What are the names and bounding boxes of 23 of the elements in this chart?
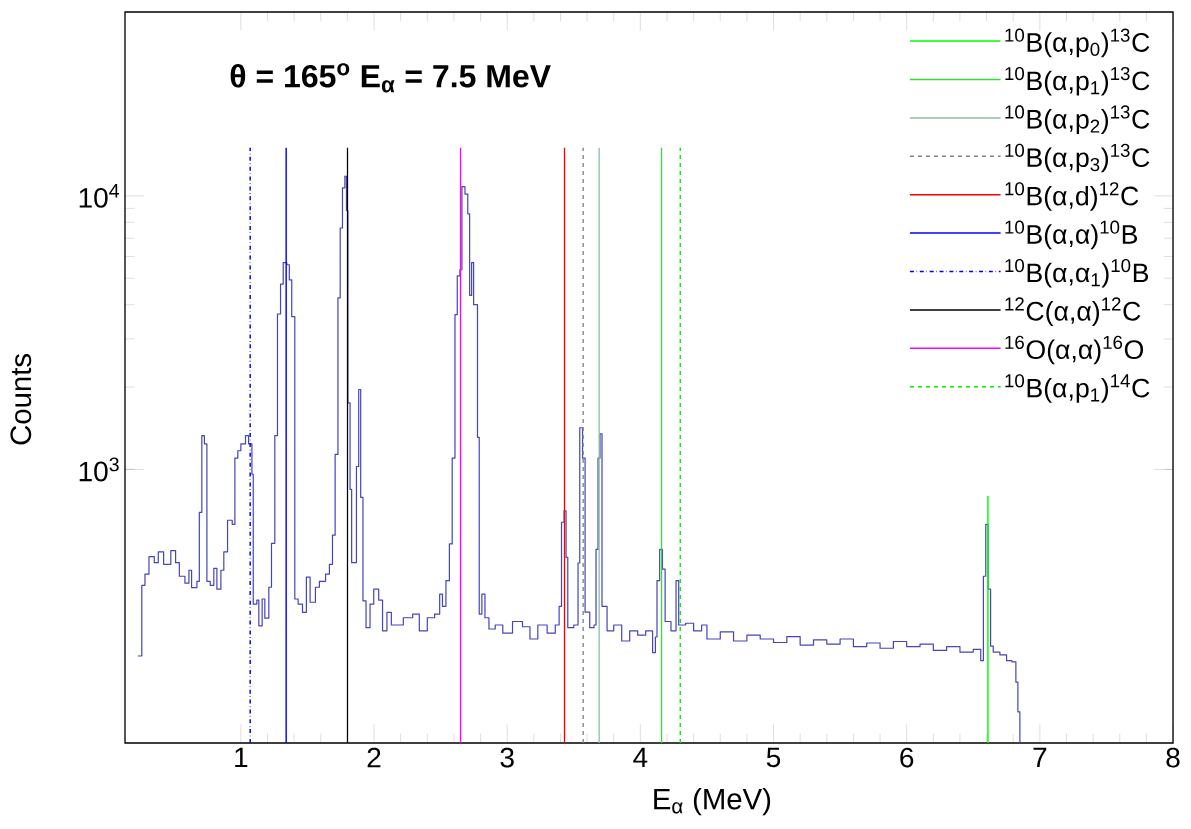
legend-label: $^{10}$B(α,α)$^{10}$B bbox=[1005, 220, 1138, 250]
x-tick-label: 7 bbox=[1033, 747, 1047, 767]
legend-label: $^{10}$B(α,p$_{2}$)$^{13}$C bbox=[1005, 105, 1150, 134]
x-tick-label: 5 bbox=[766, 747, 781, 768]
y-axis-title: Counts bbox=[10, 354, 32, 445]
legend-label: $^{12}$C(α,α)$^{12}$C bbox=[1005, 297, 1141, 326]
legend-label: $^{10}$B(α,p$_{1}$)$^{13}$C bbox=[1005, 66, 1150, 96]
x-tick-label: 4 bbox=[633, 747, 648, 767]
y-tick-label: 10$^{3}$ bbox=[79, 457, 119, 482]
legend-label: $^{10}$B(α,p$_{1}$)$^{14}$C bbox=[1005, 374, 1150, 403]
legend-label: $^{10}$B(α,d)$^{12}$C bbox=[1005, 182, 1139, 211]
legend-label: $^{16}$O(α,α)$^{16}$O bbox=[1005, 335, 1144, 365]
y-tick-label: 10$^{4}$ bbox=[79, 183, 120, 208]
legend-label: $^{10}$B(α,p$_{3}$)$^{13}$C bbox=[1005, 143, 1150, 173]
x-tick-label: 6 bbox=[900, 747, 914, 768]
x-tick-label: 2 bbox=[367, 747, 381, 768]
annotation: θ = 165$^{o}$ E$_{α}$ = 7.5 MeV bbox=[230, 63, 551, 93]
x-tick-label: 1 bbox=[235, 747, 248, 767]
x-tick-label: 8 bbox=[1166, 747, 1180, 768]
legend-label: $^{10}$B(α,α$_{1}$)$^{10}$B bbox=[1005, 258, 1149, 288]
legend-label: $^{10}$B(α,p$_{0}$)$^{13}$C bbox=[1005, 28, 1150, 58]
x-tick-label: 3 bbox=[500, 747, 514, 768]
x-axis-title: E$_{α}$ (MeV) bbox=[654, 787, 771, 816]
